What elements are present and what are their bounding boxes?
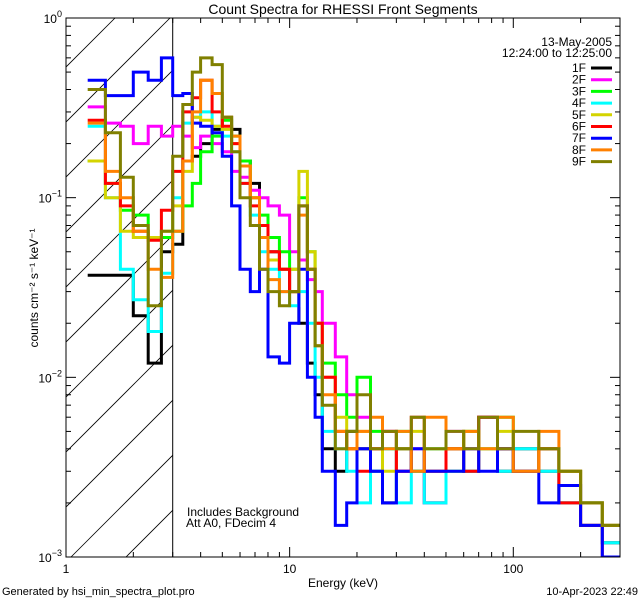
hatch-line (66, 289, 173, 398)
series-line-8F (87, 78, 620, 527)
hatch-line (66, 179, 173, 288)
y-tick-label: 10−2 (38, 368, 62, 385)
hatch-line (66, 69, 173, 178)
series-group (87, 56, 620, 557)
hatch-line (401, 0, 640, 557)
hatch-line (0, 0, 121, 557)
y-axis-label: counts cm⁻² s⁻¹ keV⁻¹ (27, 228, 41, 347)
x-tick-label: 10 (283, 562, 297, 576)
time-range-label: 12:24:00 to 12:25:00 (502, 46, 612, 60)
x-axis-label: Energy (keV) (308, 576, 378, 590)
footer-timestamp: 10-Apr-2023 22:49 (546, 586, 638, 598)
y-tick-labels: 100 10−1 10−2 10−3 (38, 9, 62, 565)
footer-generated-by: Generated by hsi_min_spectra_plot.pro (2, 586, 195, 598)
x-tick-label: 1 (63, 562, 70, 576)
legend-label-5F: 5F (572, 108, 586, 122)
y-tick-label: 10−3 (38, 548, 62, 565)
series-line-7F (87, 56, 620, 557)
legend-label-8F: 8F (572, 143, 586, 157)
hatch-line (621, 0, 640, 557)
axis-ticks (65, 17, 621, 558)
annotation-attenuator: Att A0, FDecim 4 (186, 516, 276, 530)
legend-label-3F: 3F (572, 84, 586, 98)
y-tick-label: 10−1 (38, 189, 62, 206)
legend-label-2F: 2F (572, 73, 586, 87)
y-tick-label: 100 (44, 9, 62, 26)
chart-title: Count Spectra for RHESSI Front Segments (208, 1, 477, 17)
hatch-line (66, 399, 173, 508)
hatch-line (346, 0, 640, 557)
date-label: 13-May-2005 (541, 35, 612, 49)
hatch-line (66, 234, 173, 343)
hatch-line (70, 454, 173, 557)
x-tick-labels: 1 10 100 (63, 562, 524, 576)
plot-frame (65, 17, 621, 558)
legend-label-4F: 4F (572, 96, 586, 110)
series-line-9F (87, 56, 620, 527)
legend-label-6F: 6F (572, 120, 586, 134)
hatch-line (291, 0, 640, 557)
hatch-line (456, 0, 640, 557)
hatch-line (66, 18, 171, 123)
x-tick-label: 100 (503, 562, 523, 576)
hatched-region (0, 0, 640, 557)
annotation-background: Includes Background (187, 505, 299, 519)
legend-label-1F: 1F (572, 61, 586, 75)
legend-label-7F: 7F (572, 131, 586, 145)
legend-label-9F: 9F (572, 155, 586, 169)
hatch-line (66, 18, 116, 68)
